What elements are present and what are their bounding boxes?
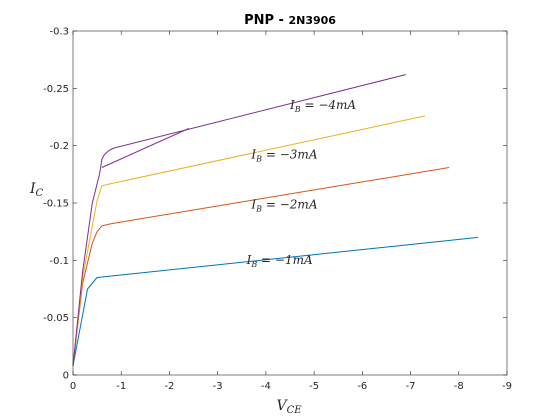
series-line-5 (101, 128, 189, 168)
chart-title-main: PNP - (244, 13, 288, 28)
x-tick-label: -5 (309, 381, 319, 392)
y-tick-label: -0.2 (49, 141, 69, 152)
annotation-text: = −4mA (301, 98, 357, 112)
chart-title: PNP - 2N3906 (244, 13, 336, 28)
x-tick-label: -6 (357, 381, 367, 392)
annotation-base: I (289, 98, 295, 112)
series-line-2 (72, 167, 450, 366)
x-axis-label: VCE (276, 398, 302, 416)
x-tick-label: -3 (213, 381, 223, 392)
annotation-sub: B (250, 260, 257, 269)
y-tick-label: 0 (63, 371, 69, 382)
y-tick-label: -0.15 (43, 199, 69, 210)
x-tick-label: -2 (164, 381, 174, 392)
x-tick-label: -4 (261, 381, 271, 392)
series-line-3 (72, 115, 426, 366)
annotation-sub: B (255, 205, 262, 214)
annotation-text: = −2mA (262, 198, 318, 212)
series-line-1 (72, 236, 479, 366)
y-tick-label: -0.25 (43, 84, 69, 95)
x-tick-label: -1 (116, 381, 126, 392)
plot-area (73, 31, 507, 375)
annotation-sub: B (255, 154, 262, 163)
series-annotation: IB = −1mA (246, 253, 313, 269)
annotation-text: = −3mA (262, 147, 318, 161)
ticks-layer: 0 -1 -2 -3 -4 -5 -6 -7 -8 -9 0 -0.05 -0.1 -0.15 -0.2 -0… (43, 27, 512, 393)
annotation-sub: B (294, 105, 301, 114)
y-tick-label: -0.05 (43, 313, 69, 324)
y-axis-label: IC (29, 181, 44, 199)
series-annotation: IB = −2mA (250, 198, 317, 214)
annotation-base: I (250, 198, 256, 212)
x-tick-label: 0 (70, 381, 76, 392)
y-axis-label-base: I (29, 181, 36, 197)
y-axis-label-sub: C (36, 188, 44, 199)
y-tick-label: -0.3 (49, 27, 69, 38)
series-layer (72, 74, 479, 366)
y-tick-label: -0.1 (49, 256, 69, 267)
x-axis-label-sub: CE (287, 405, 303, 416)
annotation-base: I (250, 147, 256, 161)
x-axis-label-base: V (276, 398, 288, 414)
series-line-4 (72, 74, 406, 366)
series-annotation: IB = −3mA (250, 147, 317, 163)
x-tick-label: -8 (454, 381, 464, 392)
chart-title-part: 2N3906 (288, 14, 336, 27)
x-tick-label: -7 (406, 381, 416, 392)
annotation-base: I (246, 253, 252, 267)
x-tick-label: -9 (502, 381, 512, 392)
series-annotation: IB = −4mA (289, 98, 356, 114)
annotation-text: = −1mA (257, 253, 313, 267)
